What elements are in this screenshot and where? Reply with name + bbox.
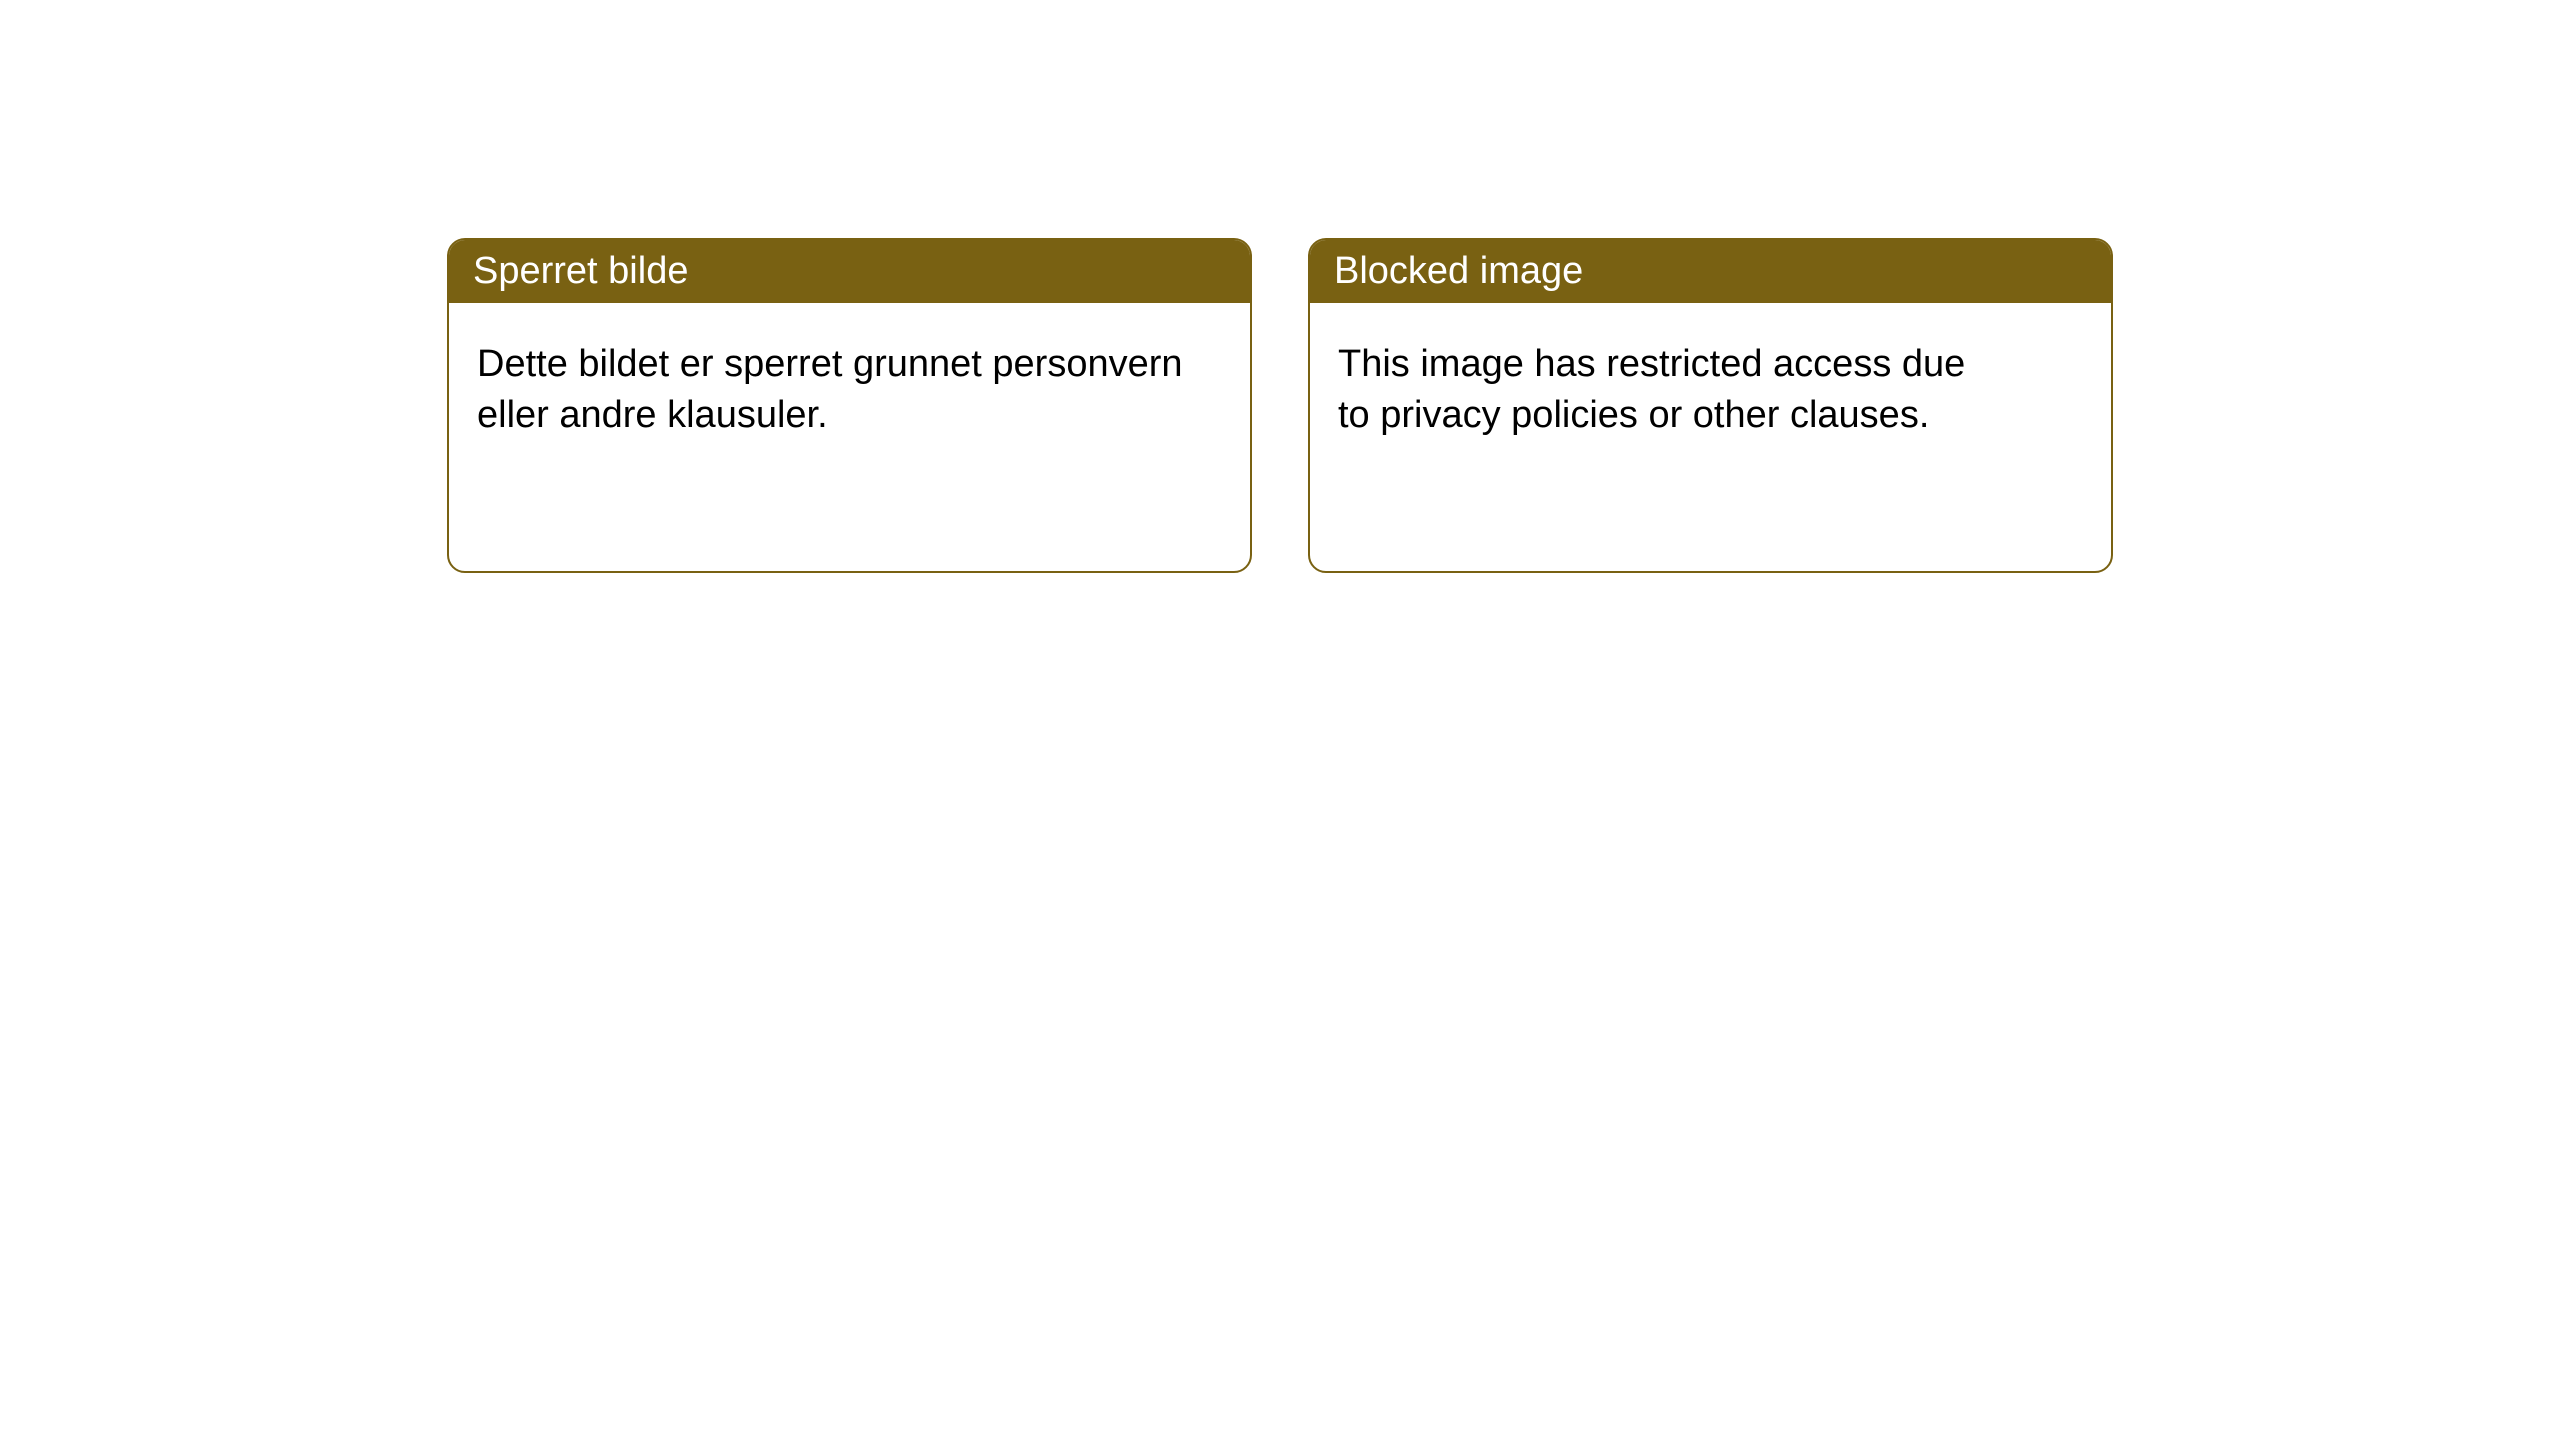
notice-title-english: Blocked image (1310, 240, 2111, 303)
notice-title-norwegian: Sperret bilde (449, 240, 1250, 303)
notice-body-english: This image has restricted access due to … (1310, 303, 2111, 478)
notice-card-english: Blocked image This image has restricted … (1308, 238, 2113, 573)
notice-container: Sperret bilde Dette bildet er sperret gr… (0, 0, 2560, 573)
notice-body-norwegian: Dette bildet er sperret grunnet personve… (449, 303, 1250, 478)
notice-card-norwegian: Sperret bilde Dette bildet er sperret gr… (447, 238, 1252, 573)
